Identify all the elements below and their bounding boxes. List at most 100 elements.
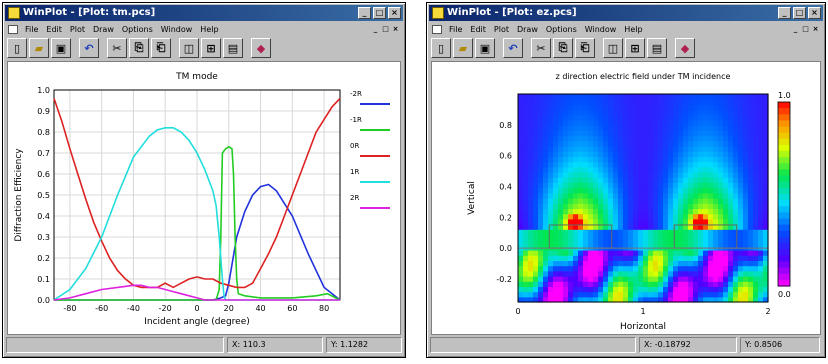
heatmap-cell bbox=[628, 213, 634, 220]
heatmap-cell bbox=[518, 125, 524, 131]
menu-plot[interactable]: Plot bbox=[493, 24, 509, 34]
title-bar[interactable]: WinPlot - [Plot: ez.pcs] _ □ × bbox=[429, 5, 823, 21]
heatmap-cell bbox=[758, 239, 764, 246]
doc-minimize-button[interactable]: _ bbox=[793, 25, 798, 33]
heatmap-cell bbox=[593, 99, 599, 105]
heatmap-cell bbox=[523, 104, 529, 111]
doc-minimize-button[interactable]: _ bbox=[373, 25, 378, 33]
heatmap-cell bbox=[758, 203, 764, 209]
heatmap-cell bbox=[593, 109, 599, 116]
heatmap-cell bbox=[738, 198, 744, 204]
heatmap-cell bbox=[703, 120, 709, 126]
heatmap-cell bbox=[673, 234, 679, 241]
doc-close-button[interactable]: × bbox=[812, 25, 819, 33]
menu-draw[interactable]: Draw bbox=[92, 24, 114, 34]
menu-help[interactable]: Help bbox=[200, 24, 219, 34]
minimize-button[interactable]: _ bbox=[778, 7, 791, 19]
plot-area[interactable]: TM mode -80 -60 -40 -20 0 20 40 60 80 0.0 0.1 0.2 0.3… bbox=[7, 61, 401, 335]
heatmap-cell bbox=[573, 120, 579, 126]
cut-icon[interactable]: ✂ bbox=[107, 38, 127, 58]
heatmap-cell bbox=[648, 198, 654, 204]
maximize-button[interactable]: □ bbox=[793, 7, 806, 19]
open-icon[interactable]: ▰ bbox=[29, 38, 49, 58]
heatmap-cell bbox=[723, 234, 729, 241]
heatmap-cell bbox=[528, 192, 534, 199]
menu-window[interactable]: Window bbox=[160, 24, 193, 34]
save-icon[interactable]: ▣ bbox=[475, 38, 495, 58]
doc-restore-button[interactable]: □ bbox=[382, 25, 389, 33]
heatmap-cell bbox=[713, 213, 719, 220]
heatmap-cell bbox=[628, 187, 634, 194]
heatmap-cell bbox=[538, 120, 544, 126]
heatmap-cell bbox=[713, 291, 719, 298]
heatmap-cell bbox=[693, 255, 699, 261]
heatmap-cell bbox=[553, 208, 559, 215]
heatmap-cell bbox=[743, 255, 749, 261]
document-icon[interactable] bbox=[432, 24, 442, 34]
heatmap-cell bbox=[633, 213, 639, 220]
new-icon[interactable]: ▯ bbox=[431, 38, 451, 58]
close-button[interactable]: × bbox=[388, 7, 401, 19]
colorbar-segment bbox=[778, 151, 790, 158]
heatmap-cell bbox=[733, 213, 739, 220]
doc-close-button[interactable]: × bbox=[392, 25, 399, 33]
heatmap-cell bbox=[573, 135, 579, 142]
heatmap-cell bbox=[678, 265, 684, 272]
heatmap-cell bbox=[643, 151, 649, 157]
copy-icon[interactable]: ⎘ bbox=[129, 38, 149, 58]
heatmap-cell bbox=[668, 234, 674, 241]
chart-icon[interactable]: ▤ bbox=[223, 38, 243, 58]
menu-draw[interactable]: Draw bbox=[516, 24, 538, 34]
menu-plot[interactable]: Plot bbox=[69, 24, 85, 34]
heatmap-cell bbox=[533, 156, 539, 163]
menu-file[interactable]: File bbox=[449, 24, 463, 34]
plot-settings-icon[interactable]: ◫ bbox=[179, 38, 199, 58]
menu-file[interactable]: File bbox=[25, 24, 39, 34]
minimize-button[interactable]: _ bbox=[358, 7, 371, 19]
heatmap-cell bbox=[748, 192, 754, 199]
plot-settings-icon[interactable]: ◫ bbox=[603, 38, 623, 58]
color-icon[interactable]: ◆ bbox=[251, 38, 271, 58]
menu-help[interactable]: Help bbox=[624, 24, 643, 34]
heatmap-cell bbox=[563, 250, 569, 256]
document-icon[interactable] bbox=[8, 24, 18, 34]
undo-icon[interactable]: ↶ bbox=[503, 38, 523, 58]
open-icon[interactable]: ▰ bbox=[453, 38, 473, 58]
heatmap-cell bbox=[568, 99, 574, 105]
new-icon[interactable]: ▯ bbox=[7, 38, 27, 58]
plot-area[interactable]: z direction electric field under TM inci… bbox=[431, 61, 821, 335]
heatmap-cell bbox=[693, 182, 699, 189]
undo-icon[interactable]: ↶ bbox=[79, 38, 99, 58]
copy-icon[interactable]: ⎘ bbox=[553, 38, 573, 58]
heatmap-cell bbox=[703, 146, 709, 152]
axes-icon[interactable]: ⊞ bbox=[201, 38, 221, 58]
heatmap-cell bbox=[683, 224, 689, 230]
heatmap-cell bbox=[638, 296, 644, 303]
heatmap-cell bbox=[658, 172, 664, 178]
menu-options[interactable]: Options bbox=[121, 24, 153, 34]
title-bar[interactable]: WinPlot - [Plot: tm.pcs] _ □ × bbox=[5, 5, 403, 21]
color-icon[interactable]: ◆ bbox=[675, 38, 695, 58]
heatmap-cell bbox=[633, 198, 639, 204]
heatmap-cell bbox=[543, 114, 549, 121]
menu-window[interactable]: Window bbox=[584, 24, 617, 34]
close-button[interactable]: × bbox=[808, 7, 821, 19]
cut-icon[interactable]: ✂ bbox=[531, 38, 551, 58]
save-icon[interactable]: ▣ bbox=[51, 38, 71, 58]
axes-icon[interactable]: ⊞ bbox=[625, 38, 645, 58]
paste-icon[interactable]: ⎗ bbox=[575, 38, 595, 58]
heatmap-cell bbox=[588, 208, 594, 215]
heatmap-cell bbox=[573, 270, 579, 277]
menu-options[interactable]: Options bbox=[545, 24, 577, 34]
heatmap-cell bbox=[598, 192, 604, 199]
heatmap-cell bbox=[578, 156, 584, 163]
maximize-button[interactable]: □ bbox=[373, 7, 386, 19]
doc-restore-button[interactable]: □ bbox=[802, 25, 809, 33]
menu-edit[interactable]: Edit bbox=[470, 24, 486, 34]
chart-icon[interactable]: ▤ bbox=[647, 38, 667, 58]
heatmap-cell bbox=[753, 260, 759, 267]
heatmap-cell bbox=[538, 296, 544, 303]
menu-edit[interactable]: Edit bbox=[46, 24, 62, 34]
paste-icon[interactable]: ⎗ bbox=[151, 38, 171, 58]
heatmap-cell bbox=[748, 104, 754, 111]
